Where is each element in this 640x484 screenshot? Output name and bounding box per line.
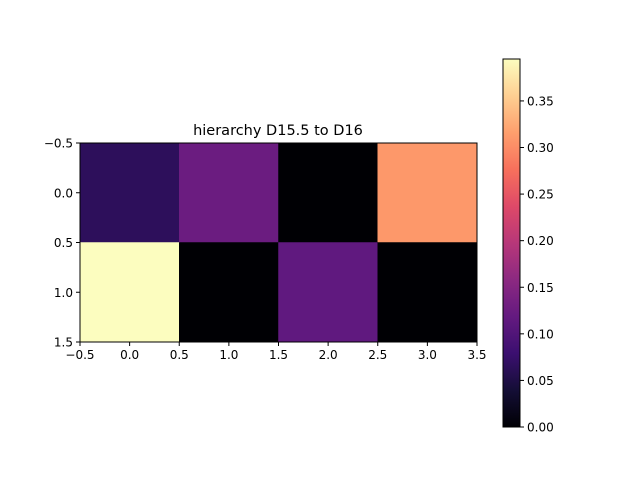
colorbar-tick-label: 0.00 [527, 421, 554, 435]
chart-title: hierarchy D15.5 to D16 [193, 123, 363, 139]
x-tick-label: 2.5 [368, 348, 387, 362]
colorbar-tick-label: 0.35 [527, 94, 554, 108]
colorbar: 0.00 0.05 0.10 0.15 0.20 0.25 0.30 0.35 [502, 58, 554, 435]
colorbar-tick-label: 0.25 [527, 188, 554, 202]
heatmap-cell-r0-c3 [377, 142, 478, 243]
y-tick-label: 0.0 [54, 186, 73, 200]
x-tick-label: 3.5 [467, 348, 486, 362]
colorbar-tick-label: 0.30 [527, 141, 554, 155]
x-tick-label: 1.5 [269, 348, 288, 362]
heatmap-cell-r1-c3 [377, 242, 478, 343]
heatmap-cell-r1-c2 [278, 242, 378, 343]
heatmap-cell-r0-c2 [278, 142, 378, 243]
y-tick-label: −0.5 [44, 137, 73, 151]
colorbar-tick-label: 0.05 [527, 374, 554, 388]
x-tick-label: 1.0 [219, 348, 238, 362]
x-tick-label: −0.5 [65, 348, 94, 362]
y-axis: −0.5 0.0 0.5 1.0 1.5 [44, 137, 80, 350]
heatmap-cell-r1-c0 [79, 242, 180, 343]
x-axis: −0.5 0.0 0.5 1.0 1.5 2.0 2.5 3.0 3.5 [65, 342, 487, 362]
heatmap-cells [79, 142, 478, 343]
colorbar-tick-label: 0.10 [527, 327, 554, 341]
colorbar-tick-label: 0.20 [527, 234, 554, 248]
colorbar-frame [502, 58, 521, 428]
heatmap-cell-r0-c1 [179, 142, 279, 243]
y-tick-label: 1.5 [54, 336, 73, 350]
heatmap-cell-r1-c1 [179, 242, 279, 343]
x-tick-label: 2.0 [319, 348, 338, 362]
colorbar-gradient [503, 59, 520, 427]
colorbar-tick-label: 0.15 [527, 281, 554, 295]
x-tick-label: 0.0 [120, 348, 139, 362]
y-tick-label: 0.5 [54, 236, 73, 250]
x-tick-label: 3.0 [418, 348, 437, 362]
heatmap-cell-r0-c0 [79, 142, 180, 243]
x-tick-label: 0.5 [170, 348, 189, 362]
y-tick-label: 1.0 [54, 286, 73, 300]
